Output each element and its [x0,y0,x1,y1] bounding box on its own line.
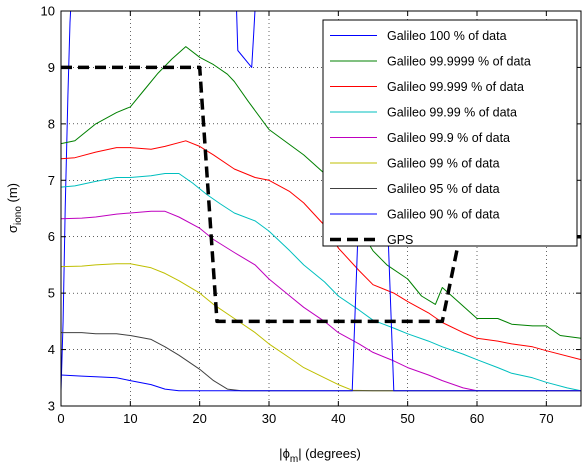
y-tick-label: 9 [48,60,55,75]
series-line-0 [61,11,256,391]
y-axis-label-suffix: (m) [5,183,20,206]
y-tick-label: 5 [48,286,55,301]
x-axis-label-prefix: | [279,446,282,461]
plot-frame [60,10,582,407]
y-tick-label: 10 [41,4,55,19]
y-tick-label: 6 [48,229,55,244]
x-tick-label: 50 [400,411,414,426]
legend-label: Galileo 99.99 % of data [387,106,517,120]
y-tick-label: 7 [48,173,55,188]
x-axis-label: |ϕm| (degrees) [279,446,361,465]
legend-label: Galileo 100 % of data [387,29,507,43]
series-group [61,11,581,392]
y-axis-label-symbol: σ [5,225,20,233]
legend-label: Galileo 90 % of data [387,208,500,222]
y-tick-label: 4 [48,342,55,357]
legend-label: GPS [387,233,413,247]
legend-box [322,19,578,247]
x-axis-label-symbol: ϕ [283,446,290,461]
legend-label: Galileo 99.999 % of data [387,80,524,94]
y-tick-label: 3 [48,399,55,414]
x-tick-label: 70 [539,411,553,426]
series-line-1 [61,46,581,339]
legend: Galileo 100 % of data Galileo 99.9999 % o… [322,19,578,247]
x-tick-label: 30 [262,411,276,426]
x-axis-label-subscript: m [290,454,298,465]
legend-label: Galileo 99.9 % of data [387,131,510,145]
y-axis-label: σiono (m) [5,183,24,233]
legend-label: Galileo 95 % of data [387,182,500,196]
legend-label: Galileo 99.9999 % of data [387,55,531,69]
legend-label: Galileo 99 % of data [387,157,500,171]
x-tick-label: 0 [57,411,64,426]
x-tick-label: 60 [470,411,484,426]
series-line-3 [61,173,581,392]
y-axis-label-subscript: iono [13,206,24,225]
y-tick-label: 8 [48,116,55,131]
x-tick-label: 20 [192,411,206,426]
series-line-4 [61,210,581,392]
x-axis-label-suffix: | (degrees) [298,446,361,461]
series-line-7 [61,202,581,392]
ticks: 0 10 20 30 40 50 60 70 3 4 5 6 7 8 9 10 [41,4,581,426]
x-tick-label: 10 [123,411,137,426]
x-tick-label: 40 [331,411,345,426]
series-line-2 [61,140,581,361]
